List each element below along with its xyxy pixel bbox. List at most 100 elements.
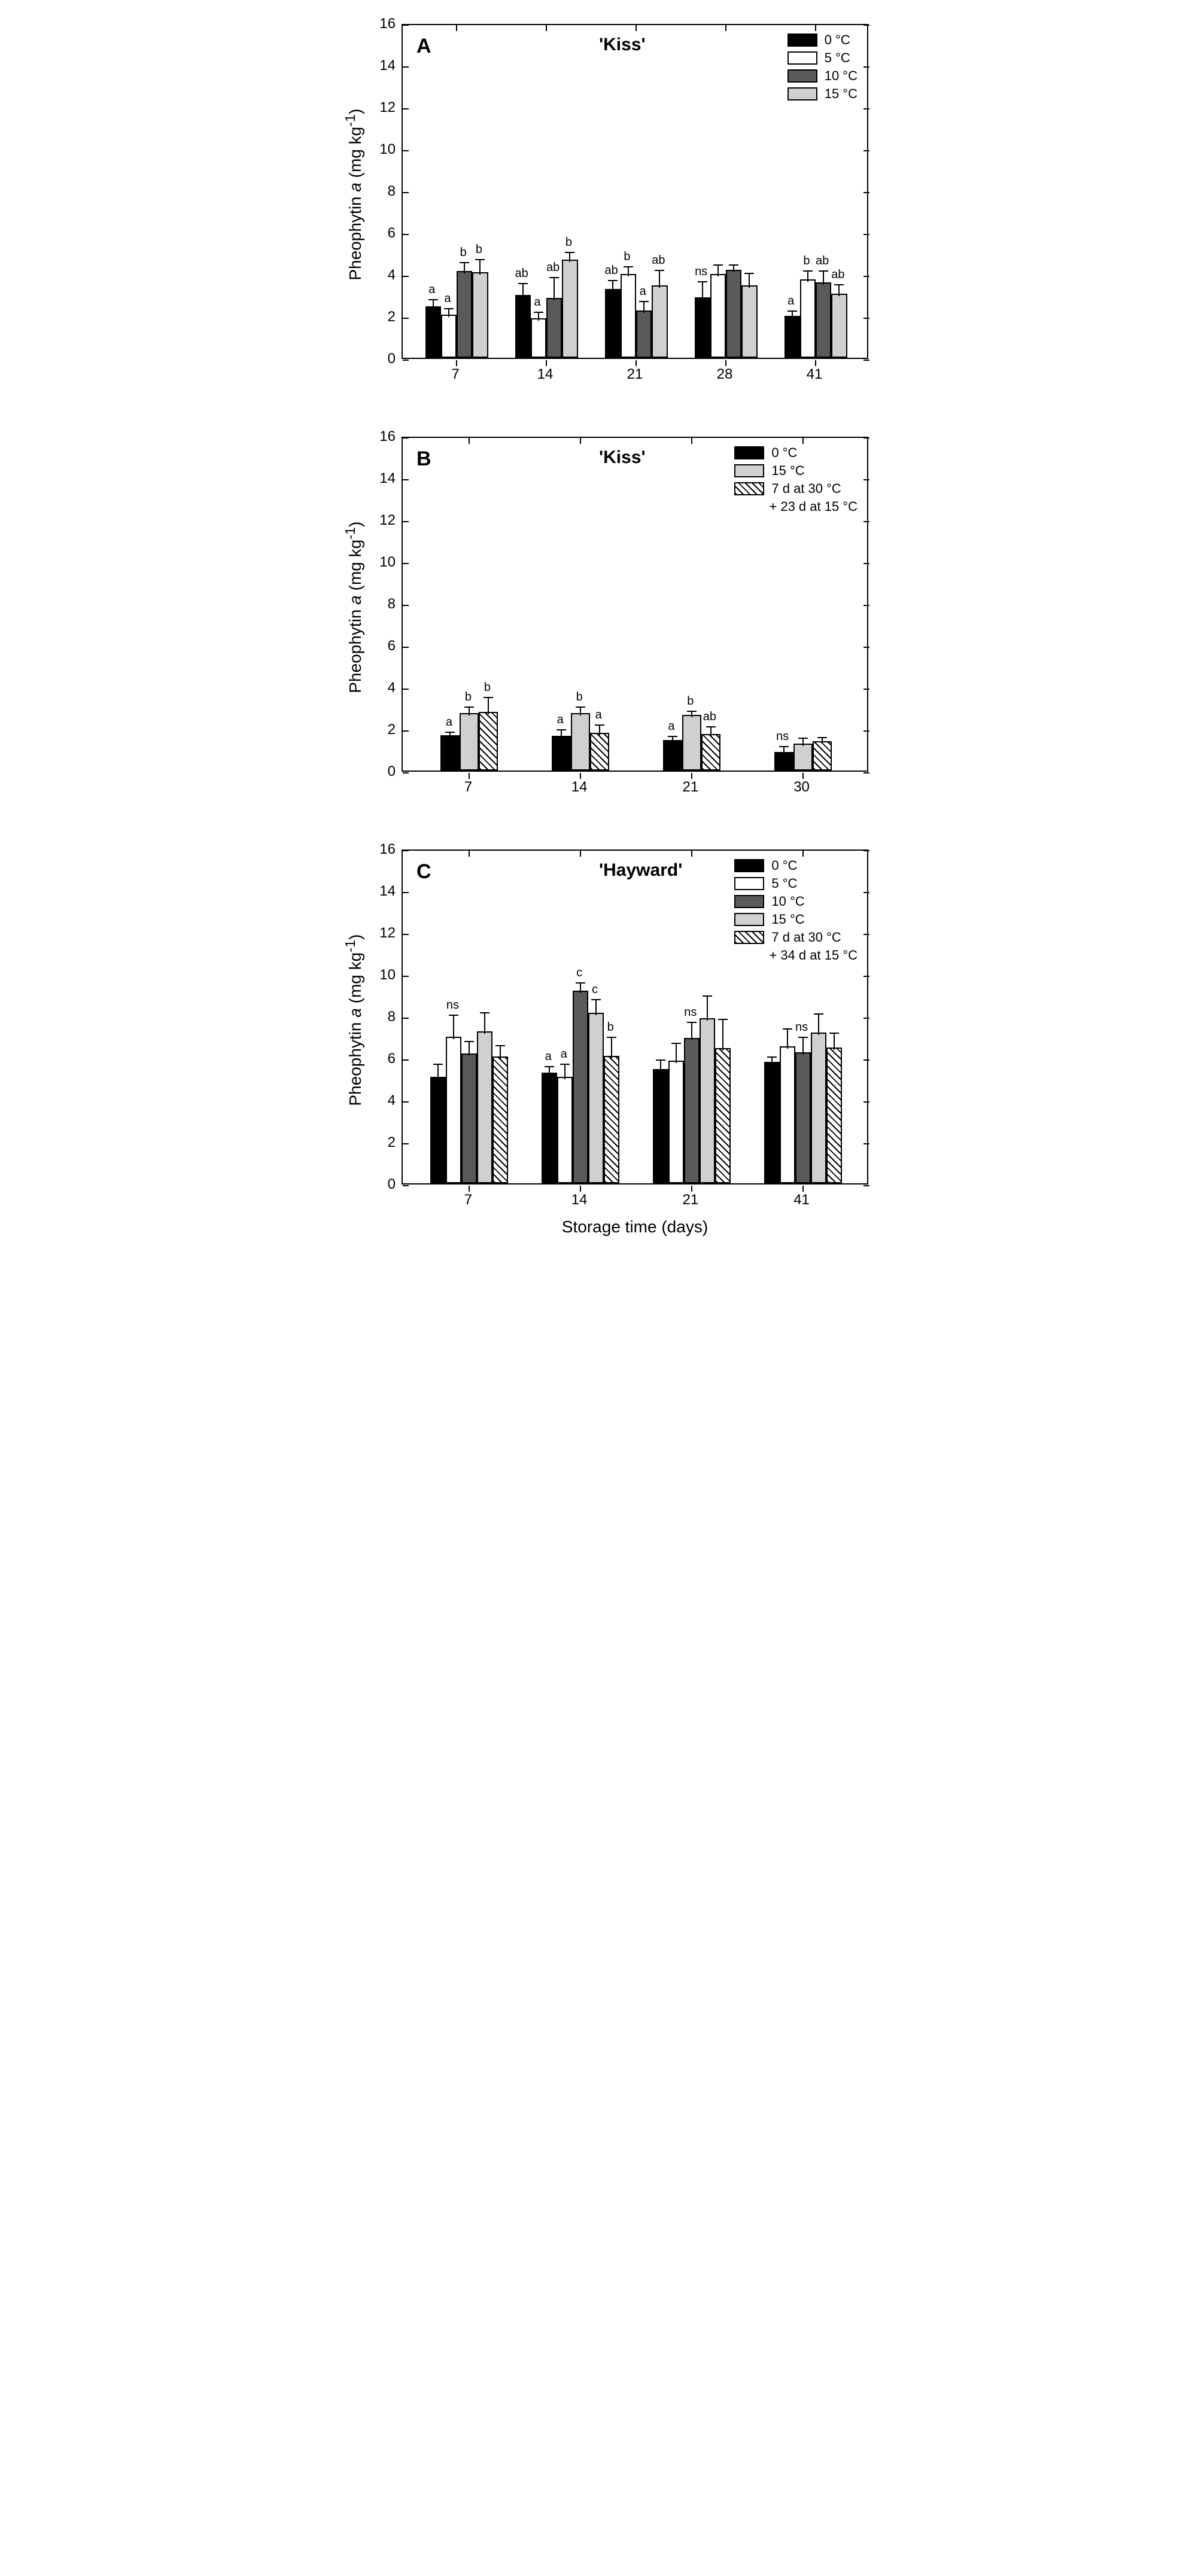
legend-item: 0 °C [734,858,858,873]
significance-label: a [661,720,682,733]
xtick-label: 21 [673,779,709,796]
legend-item: 10 °C [734,894,858,909]
bar [800,279,816,358]
ytick-label: 14 [366,470,396,487]
bar [715,1048,731,1183]
legend-label: + 23 d at 15 °C [769,499,858,514]
figure-container: 0246810121416Pheophytin a (mg kg-1)A'Kis… [312,12,886,1292]
panel-C: 0246810121416Pheophytin a (mg kg-1)C'Hay… [312,838,886,1292]
y-axis-label: Pheophytin a (mg kg-1) [342,930,365,1110]
legend-item: 10 °C [787,68,858,84]
significance-label: ab [511,267,533,281]
bar [831,294,847,358]
ytick-label: 12 [366,512,396,529]
bar [701,734,720,771]
legend-swatch [787,34,817,47]
ytick-label: 0 [366,1176,396,1193]
xtick-label: 28 [707,366,743,383]
bar [552,736,571,771]
panel-letter: A [416,35,431,58]
bar [668,1061,684,1183]
ytick-label: 10 [366,554,396,571]
xtick-label: 41 [784,1192,820,1208]
bar [764,1062,780,1183]
significance-label: ab [811,254,833,268]
xtick-label: 7 [450,779,486,796]
panel-B: 0246810121416Pheophytin a (mg kg-1)B'Kis… [312,425,886,832]
bar [793,744,813,771]
xtick-label: 14 [561,779,597,796]
significance-label: ab [827,268,849,282]
legend-swatch [787,87,817,101]
ytick-label: 8 [366,1009,396,1025]
bar [446,1037,461,1183]
legend-item: 0 °C [734,445,858,461]
ytick-label: 4 [366,267,396,284]
legend-item: 15 °C [787,86,858,102]
legend-label: + 34 d at 15 °C [769,948,858,963]
ytick-label: 8 [366,183,396,200]
ytick-label: 10 [366,967,396,983]
legend-swatch [787,69,817,83]
significance-label: ns [772,730,793,744]
bar [604,1056,619,1184]
legend-item: 15 °C [734,463,858,479]
bar [726,270,741,358]
bar [652,285,667,358]
significance-label: a [438,715,460,729]
legend-item: 7 d at 30 °C [734,930,858,945]
ytick-label: 12 [366,99,396,116]
y-axis-label: Pheophytin a (mg kg-1) [342,517,365,697]
xtick-label: 14 [527,366,563,383]
bar [460,713,479,771]
legend: 0 °C5 °C10 °C15 °C [787,32,858,104]
bar [695,297,710,358]
significance-label: c [584,983,606,997]
panel-title: 'Hayward' [599,860,682,881]
panel-A: 0246810121416Pheophytin a (mg kg-1)A'Kis… [312,12,886,419]
legend-label: 15 °C [771,463,804,479]
bar [605,289,621,358]
y-axis-label: Pheophytin a (mg kg-1) [342,105,365,284]
bar [700,1018,715,1184]
legend-swatch [734,859,764,872]
bar [663,740,682,771]
significance-label: b [600,1021,621,1034]
legend-swatch [734,464,764,477]
legend-label: 15 °C [771,912,804,927]
significance-label: ns [680,1006,701,1019]
legend-item: 5 °C [734,876,858,891]
bar [492,1056,508,1183]
bar [440,735,460,771]
significance-label: ns [791,1021,813,1034]
ytick-label: 14 [366,57,396,74]
ytick-label: 6 [366,638,396,654]
bar [741,285,757,358]
xtick-label: 7 [450,1192,486,1208]
xtick-label: 21 [673,1192,709,1208]
bar [588,1013,604,1183]
xtick-label: 30 [784,779,820,796]
ytick-label: 12 [366,925,396,942]
bar [546,298,562,358]
xtick-label: 41 [796,366,832,383]
significance-label: b [468,243,489,257]
significance-label: b [558,236,579,249]
ytick-label: 0 [366,351,396,367]
xtick-label: 21 [617,366,653,383]
bar [684,1038,700,1183]
panel-title: 'Kiss' [599,35,646,55]
bar [542,1073,557,1184]
significance-label: b [457,690,479,704]
ytick-label: 16 [366,841,396,858]
significance-label: ab [699,710,720,724]
bar [557,1077,573,1184]
panel-letter: C [416,860,431,884]
bar [785,316,800,358]
x-axis-label: Storage time (days) [402,1217,868,1237]
bar [562,260,577,358]
bar [461,1053,477,1183]
legend-label: 10 °C [825,68,858,84]
legend-swatch [734,931,764,944]
significance-label: b [568,690,590,704]
